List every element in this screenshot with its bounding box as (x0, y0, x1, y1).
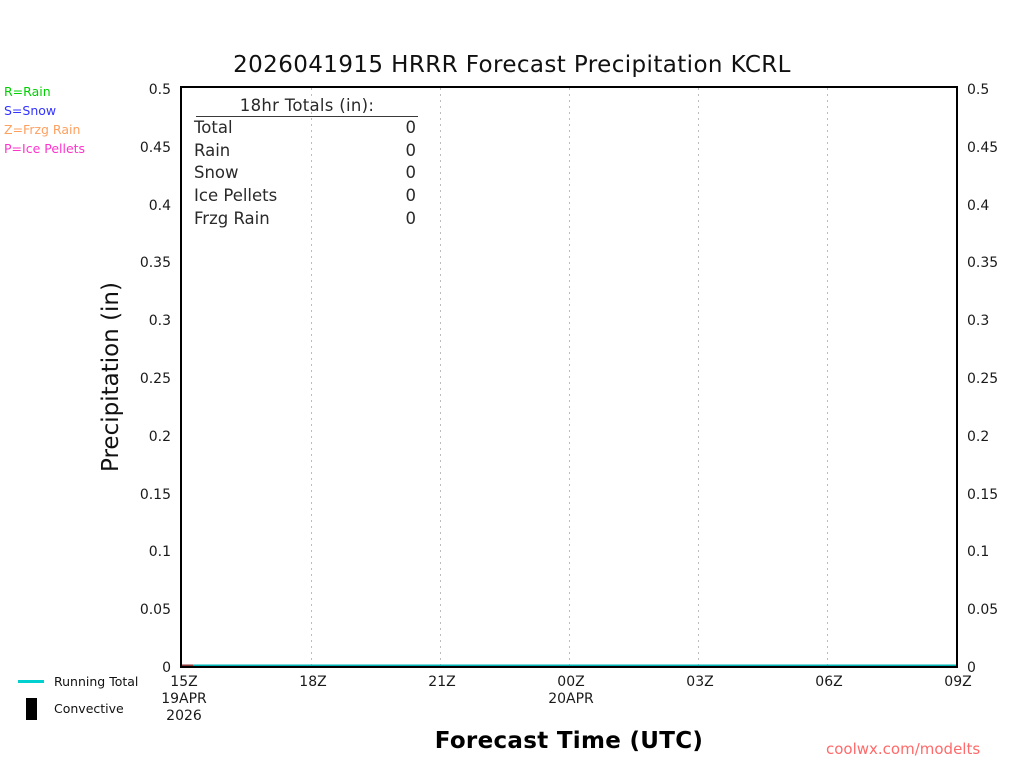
totals-row-value: 0 (405, 118, 417, 137)
y-tick-label-right: 0.45 (967, 139, 999, 156)
gridline-vertical (569, 88, 570, 666)
series-legend-item: Convective (6, 695, 176, 722)
x-tick-label: 18Z (299, 674, 326, 691)
y-tick-label-right: 0.15 (967, 486, 999, 503)
x-tick-label: 15Z 19APR 2026 (161, 674, 207, 725)
totals-row-label: Frzg Rain (194, 208, 270, 228)
totals-row-label: Rain (194, 140, 231, 160)
gridline-vertical (827, 88, 828, 666)
x-tick-label-date: 19APR (161, 691, 207, 707)
y-tick-label: 0 (162, 660, 171, 676)
gridline-vertical (311, 88, 312, 666)
totals-row-value: 0 (405, 163, 417, 183)
y-tick-label: 0.35 (139, 255, 171, 272)
y-tick-label-right: 0.5 (967, 82, 990, 98)
y-tick-label-right: 0.05 (967, 602, 999, 619)
y-tick-label-right: 0.25 (967, 371, 999, 387)
x-tick-label: 06Z (815, 674, 842, 691)
x-tick-label-time: 03Z (686, 674, 714, 690)
precip-type-legend-item: Z=Frzg Rain (4, 122, 81, 137)
x-tick-label: 00Z 20APR (548, 674, 594, 708)
totals-rows: Total 0 Rain 0 Snow 0 Ice Pellets 0 Frzg Rain 0 (194, 117, 444, 231)
y-tick-label: 0.45 (139, 139, 171, 156)
plot-inner (182, 88, 956, 666)
series-legend-item: Running Total (6, 668, 176, 695)
y-axis-title-wrap: Precipitation (in) (98, 86, 124, 668)
x-axis-title: Forecast Time (UTC) (434, 728, 704, 754)
y-tick-label-right: 0.2 (967, 428, 990, 445)
x-tick-label-time: 15Z (170, 674, 198, 690)
x-tick-label: 21Z (428, 674, 455, 691)
x-tick-label-year: 2026 (166, 708, 202, 724)
watermark: coolwx.com/modelts (826, 740, 981, 758)
x-tick-label-time: 00Z (557, 674, 585, 690)
totals-row-label: Total (194, 118, 233, 137)
totals-row: Total 0 (194, 117, 426, 140)
x-tick-label-time: 18Z (299, 674, 327, 690)
totals-row-value: 0 (405, 186, 417, 206)
gridline-vertical (698, 88, 699, 666)
y-tick-label: 0.15 (139, 486, 171, 503)
totals-row-label: Ice Pellets (194, 186, 278, 206)
y-tick-label: 0.5 (148, 82, 171, 98)
series-legend-label: Running Total (54, 674, 139, 689)
totals-row-value: 0 (405, 208, 417, 228)
y-tick-label-right: 0.1 (967, 544, 990, 561)
totals-row: Frzg Rain 0 (194, 208, 426, 231)
y-tick-label: 0.2 (148, 428, 171, 445)
x-tick-label-date: 20APR (548, 691, 594, 707)
y-tick-label: 0.4 (148, 197, 171, 214)
precip-type-legend: R=Rain S=Snow Z=Frzg Rain P=Ice Pellets (4, 82, 154, 158)
series-legend-label: Convective (54, 701, 124, 716)
legend-box-swatch (26, 697, 37, 720)
y-axis-title: Precipitation (in) (97, 282, 124, 472)
y-tick-label-right: 0.3 (967, 313, 990, 330)
x-tick-label: 09Z (944, 674, 971, 691)
x-tick-label-time: 21Z (428, 674, 456, 690)
precip-type-legend-item: R=Rain (4, 84, 51, 99)
precip-type-legend-item: S=Snow (4, 103, 57, 118)
y-tick-label: 0.05 (139, 602, 171, 619)
y-tick-label-right: 0 (967, 660, 976, 676)
totals-heading: 18hr Totals (in): (196, 96, 418, 117)
y-tick-label: 0.3 (148, 313, 171, 330)
y-tick-label: 0.25 (139, 371, 171, 387)
series-legend: Running Total Convective (6, 668, 176, 722)
y-tick-label-right: 0.4 (967, 197, 990, 214)
x-tick-label-time: 09Z (944, 674, 972, 690)
totals-row: Snow 0 (194, 162, 426, 185)
x-tick-label-time: 06Z (815, 674, 843, 690)
precip-type-legend-item: P=Ice Pellets (4, 141, 86, 156)
totals-row: Ice Pellets 0 (194, 185, 426, 208)
y-tick-label: 0.1 (148, 544, 171, 561)
legend-line-swatch (18, 680, 44, 683)
page-title: 2026041915 HRRR Forecast Precipitation K… (233, 52, 791, 78)
totals-row: Rain 0 (194, 140, 426, 163)
totals-row-value: 0 (405, 140, 417, 160)
totals-box: 18hr Totals (in): Total 0 Rain 0 Snow 0 Ice Pe… (194, 96, 444, 231)
plot-area[interactable]: 18hr Totals (in): Total 0 Rain 0 Snow 0 Ice Pe… (140, 82, 998, 724)
x-tick-label: 03Z (686, 674, 713, 691)
y-tick-label-right: 0.35 (967, 255, 999, 272)
totals-row-label: Snow (194, 163, 239, 183)
gridline-vertical (440, 88, 441, 666)
